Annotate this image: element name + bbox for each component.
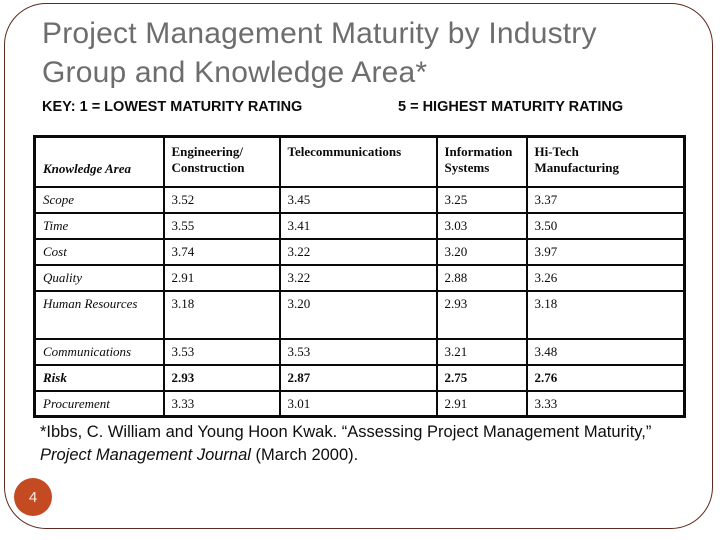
citation-journal-name: Project Management Journal	[40, 446, 251, 464]
value-cell: 3.50	[525, 211, 686, 240]
value-cell: 3.18	[525, 289, 686, 340]
table-row: Quality 2.91 3.22 2.88 3.26	[33, 263, 686, 292]
value-cell: 2.93	[435, 289, 528, 340]
page-number: 4	[28, 488, 38, 506]
value-cell: 3.97	[525, 237, 686, 266]
slide-title: Project Management Maturity by Industry …	[42, 14, 682, 92]
row-label: Quality	[33, 263, 165, 292]
value-cell: 3.01	[278, 389, 438, 418]
value-cell: 3.45	[278, 185, 438, 214]
value-cell: 2.88	[435, 263, 528, 292]
table-row: Scope 3.52 3.45 3.25 3.37	[33, 185, 686, 214]
rating-key: KEY: 1 = LOWEST MATURITY RATING 5 = HIGH…	[42, 99, 692, 119]
value-cell: 3.22	[278, 237, 438, 266]
row-label: Human Resources	[33, 289, 165, 340]
column-header: Telecommunications	[278, 135, 438, 188]
value-cell: 3.22	[278, 263, 438, 292]
column-header: Engineering/ Construction	[162, 135, 281, 188]
value-cell: 3.25	[435, 185, 528, 214]
row-label: Cost	[33, 237, 165, 266]
value-cell: 3.53	[278, 337, 438, 366]
value-cell: 3.48	[525, 337, 686, 366]
citation-line2: Project Management Journal (March 2000).	[40, 444, 720, 467]
value-cell: 2.91	[162, 263, 281, 292]
maturity-table-body: Scope 3.52 3.45 3.25 3.37 Time 3.55 3.41 3.03 3.5…	[33, 185, 686, 418]
value-cell: 2.87	[278, 363, 438, 392]
citation: *Ibbs, C. William and Young Hoon Kwak. “…	[40, 421, 720, 467]
table-row: Time 3.55 3.41 3.03 3.50	[33, 211, 686, 240]
slide-border-frame	[4, 3, 713, 529]
value-cell: 3.74	[162, 237, 281, 266]
value-cell: 3.03	[435, 211, 528, 240]
value-cell: 2.91	[435, 389, 528, 418]
value-cell: 3.20	[278, 289, 438, 340]
table-row: Cost 3.74 3.22 3.20 3.97	[33, 237, 686, 266]
page-number-badge: 4	[14, 478, 52, 516]
rating-key-lowest: KEY: 1 = LOWEST MATURITY RATING	[42, 99, 303, 115]
value-cell: 3.41	[278, 211, 438, 240]
row-label: Communications	[33, 337, 165, 366]
value-cell: 3.33	[525, 389, 686, 418]
table-row: Procurement 3.33 3.01 2.91 3.33	[33, 389, 686, 418]
column-header: Hi-Tech Manufacturing	[525, 135, 686, 188]
value-cell: 3.53	[162, 337, 281, 366]
value-cell: 3.21	[435, 337, 528, 366]
maturity-table-header: Knowledge Area Engineering/ Construction T…	[33, 135, 686, 188]
value-cell: 3.52	[162, 185, 281, 214]
table-row: Human Resources 3.18 3.20 2.93 3.18	[33, 289, 686, 340]
maturity-table: Knowledge Area Engineering/ Construction T…	[33, 135, 686, 418]
value-cell: 3.33	[162, 389, 281, 418]
value-cell: 3.18	[162, 289, 281, 340]
value-cell: 2.75	[435, 363, 528, 392]
value-cell: 3.55	[162, 211, 281, 240]
value-cell: 3.20	[435, 237, 528, 266]
column-header: Information Systems	[435, 135, 528, 188]
slide-title-line1: Project Management Maturity by Industry	[42, 17, 597, 50]
table-row: Communications 3.53 3.53 3.21 3.48	[33, 337, 686, 366]
value-cell: 3.37	[525, 185, 686, 214]
row-label: Time	[33, 211, 165, 240]
value-cell: 2.93	[162, 363, 281, 392]
column-header-knowledge-area: Knowledge Area	[33, 135, 165, 188]
table-row: Risk 2.93 2.87 2.75 2.76	[33, 363, 686, 392]
citation-date: (March 2000).	[250, 446, 359, 464]
header-row: Knowledge Area Engineering/ Construction T…	[33, 135, 686, 188]
rating-key-highest: 5 = HIGHEST MATURITY RATING	[398, 99, 624, 115]
row-label: Scope	[33, 185, 165, 214]
row-label: Risk	[33, 363, 165, 392]
row-label: Procurement	[33, 389, 165, 418]
slide-title-line2: Group and Knowledge Area*	[42, 56, 428, 89]
value-cell: 3.26	[525, 263, 686, 292]
citation-line1: *Ibbs, C. William and Young Hoon Kwak. “…	[40, 423, 652, 441]
value-cell: 2.76	[525, 363, 686, 392]
